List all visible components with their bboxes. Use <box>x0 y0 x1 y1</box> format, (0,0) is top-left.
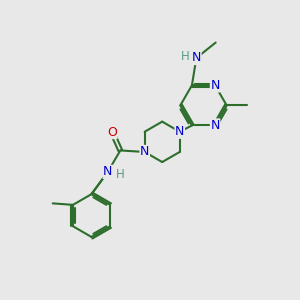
Text: N: N <box>140 146 149 158</box>
Text: O: O <box>107 125 117 139</box>
Text: H: H <box>116 168 125 181</box>
Text: N: N <box>175 125 184 138</box>
Text: N: N <box>210 119 220 132</box>
Text: N: N <box>103 165 112 178</box>
Text: N: N <box>210 79 220 92</box>
Text: N: N <box>192 52 201 64</box>
Text: H: H <box>181 50 189 63</box>
